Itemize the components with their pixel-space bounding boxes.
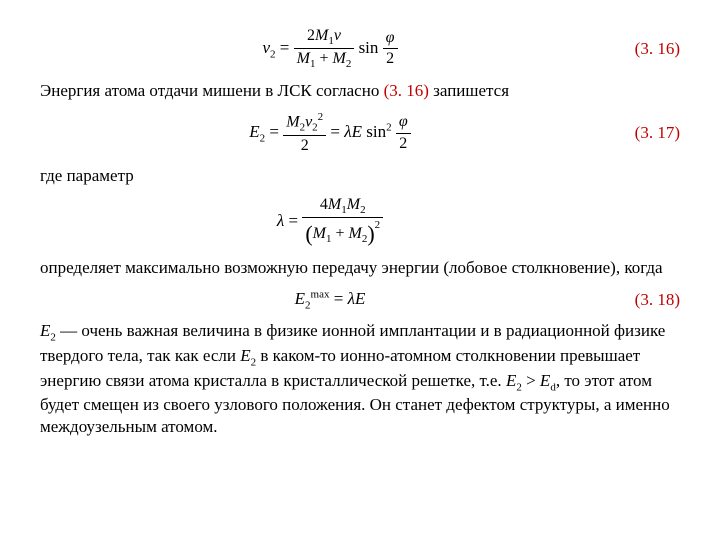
eq-318-formula: E2max = λE [40, 287, 620, 312]
eq-317-formula: E2 = M2v22 2 = λE sin2 φ 2 [40, 110, 620, 157]
para-defines-max-transfer: определяет максимально возможную передач… [40, 257, 680, 279]
equation-3-17: E2 = M2v22 2 = λE sin2 φ 2 (3. 17) [40, 110, 680, 157]
para-energy-recoil: Энергия атома отдачи мишени в ЛСК соглас… [40, 80, 680, 102]
equation-lambda: λ = 4M1M2 (M1 + M2)2 [40, 195, 680, 249]
equation-3-18: E2max = λE (3. 18) [40, 287, 680, 312]
eq-318-number: (3. 18) [620, 289, 680, 311]
eq-316-formula: v2 = 2M1v M1 + M2 sin φ 2 [40, 26, 620, 72]
ref-3-16: (3. 16) [384, 81, 429, 100]
para-where-parameter: где параметр [40, 165, 680, 187]
equation-3-16: v2 = 2M1v M1 + M2 sin φ 2 (3. 16) [40, 26, 680, 72]
para-e2-important: E2 — очень важная величина в физике ионн… [40, 320, 680, 438]
eq-lambda-formula: λ = 4M1M2 (M1 + M2)2 [40, 195, 620, 249]
v2-lhs: v [262, 38, 270, 57]
eq-317-number: (3. 17) [620, 122, 680, 144]
eq-316-number: (3. 16) [620, 38, 680, 60]
